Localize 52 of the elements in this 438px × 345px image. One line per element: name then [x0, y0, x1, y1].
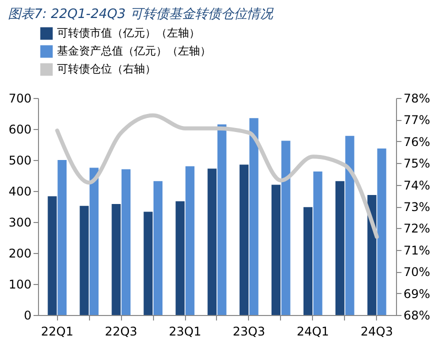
legend-label: 可转债仓位（右轴）: [57, 62, 156, 76]
bar: [122, 169, 131, 315]
bar: [48, 196, 57, 315]
bar: [217, 124, 226, 315]
x-tick-label: 22Q1: [41, 324, 74, 338]
bar: [144, 212, 153, 315]
bar: [90, 168, 99, 315]
y2-tick-label: 78%: [404, 92, 430, 106]
y-tick-label: 700: [8, 92, 32, 106]
line-series: [55, 113, 379, 239]
x-tick-label: 23Q3: [232, 324, 266, 338]
y-tick-label: 500: [8, 154, 32, 168]
bar: [335, 181, 344, 315]
legend-label: 可转债市值（亿元）（左轴）: [57, 26, 200, 40]
bar: [303, 207, 312, 315]
y-tick-label: 300: [8, 216, 32, 230]
y-tick-label: 400: [8, 184, 32, 198]
legend-label: 基金资产总值（亿元）（左轴）: [57, 44, 211, 58]
bar: [112, 204, 121, 315]
x-tick-label: 24Q1: [296, 324, 330, 338]
bar: [345, 136, 354, 315]
y2-tick-label: 70%: [404, 265, 430, 280]
y-tick-label: 600: [8, 122, 32, 136]
bar: [208, 168, 217, 315]
x-tick-label: 22Q3: [104, 324, 138, 338]
y2-tick-label: 74%: [404, 178, 430, 192]
y2-tick-label: 76%: [404, 134, 430, 149]
bar: [185, 166, 194, 315]
x-tick-label: 24Q3: [360, 324, 393, 338]
y-tick-label: 0: [24, 308, 32, 322]
bar: [240, 164, 249, 315]
y2-tick-label: 72%: [404, 222, 430, 236]
bar: [272, 184, 281, 315]
chart-title: 图表7: 22Q1-24Q3 可转债基金转债仓位情况: [8, 7, 274, 22]
bar: [58, 160, 67, 315]
bar: [281, 140, 290, 315]
y2-tick-label: 73%: [404, 200, 430, 214]
bar: [377, 148, 386, 315]
y2-tick-label: 68%: [404, 308, 430, 322]
bar: [367, 195, 376, 315]
y2-tick-label: 69%: [404, 286, 430, 301]
bar: [249, 118, 258, 315]
y2-tick-label: 75%: [404, 156, 430, 171]
bar: [80, 206, 89, 315]
bar: [153, 181, 162, 315]
y-tick-label: 200: [8, 246, 32, 260]
bar: [176, 201, 185, 315]
bar: [313, 171, 322, 315]
y-tick-label: 100: [8, 278, 32, 292]
y2-tick-label: 71%: [404, 243, 430, 258]
x-tick-label: 23Q1: [168, 324, 202, 338]
y2-tick-label: 77%: [404, 113, 430, 128]
